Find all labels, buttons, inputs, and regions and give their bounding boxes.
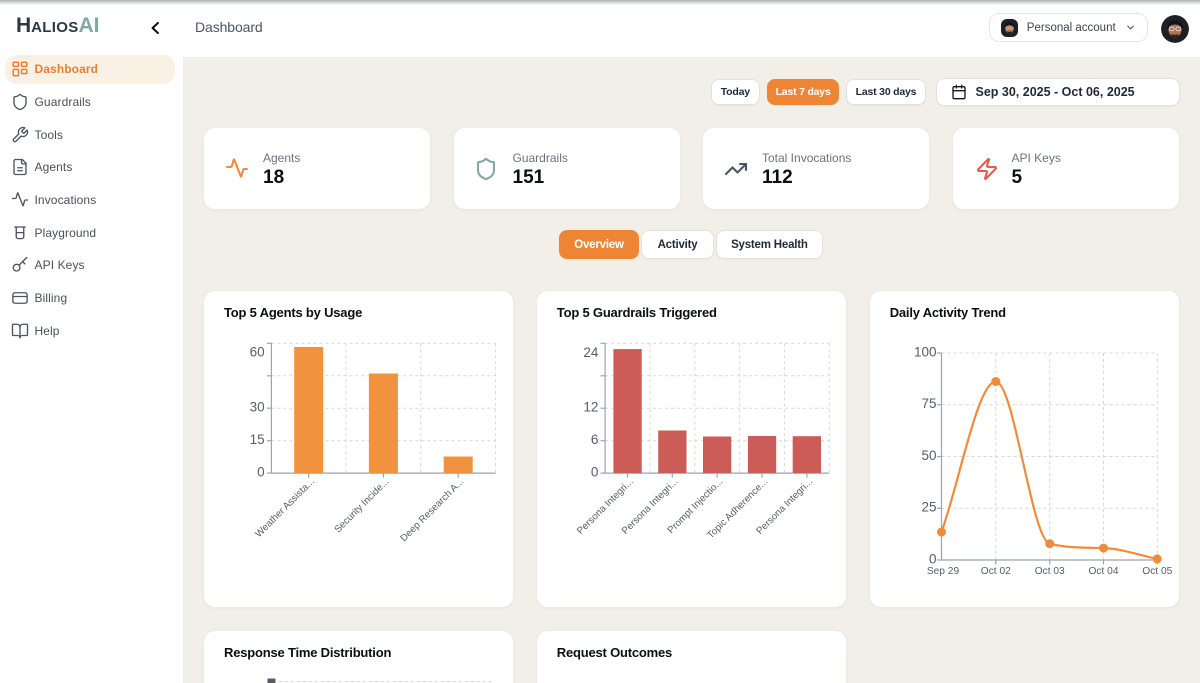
svg-text:Oct 05: Oct 05 [1142, 566, 1172, 577]
svg-text:24: 24 [583, 345, 599, 360]
svg-text:0: 0 [257, 464, 265, 479]
svg-text:0: 0 [591, 464, 599, 479]
svg-text:50: 50 [921, 447, 936, 462]
svg-text:12: 12 [583, 399, 598, 414]
svg-text:Oct 03: Oct 03 [1034, 566, 1064, 577]
svg-text:30: 30 [250, 399, 265, 414]
svg-text:Security Incide...: Security Incide... [333, 476, 392, 535]
svg-text:Oct 04: Oct 04 [1088, 566, 1118, 577]
svg-text:6: 6 [591, 432, 599, 447]
svg-text:0: 0 [929, 551, 937, 566]
svg-text:15: 15 [250, 432, 265, 447]
svg-text:25: 25 [921, 499, 936, 514]
svg-text:Oct 02: Oct 02 [980, 566, 1010, 577]
svg-text:Weather Assista...: Weather Assista... [253, 476, 316, 539]
svg-text:100: 100 [914, 344, 937, 359]
svg-text:Deep Research A...: Deep Research A... [398, 476, 466, 544]
svg-text:60: 60 [250, 344, 265, 359]
svg-text:Sep 29: Sep 29 [927, 566, 960, 577]
svg-text:75: 75 [921, 396, 936, 411]
